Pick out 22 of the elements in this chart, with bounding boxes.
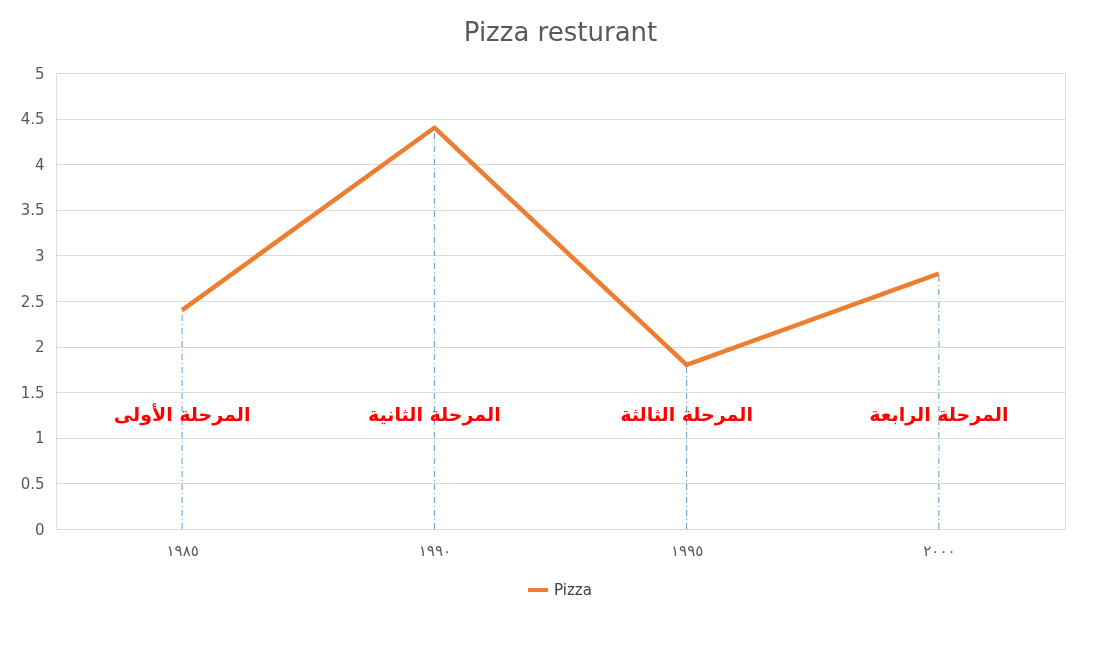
legend-label: Pizza [554,581,592,599]
x-tick-label: ١٩٩٥ [671,541,704,560]
y-tick-label: 1.5 [20,383,45,402]
y-tick-label: 5 [34,64,45,83]
annotation: المرحلة الرابعة [869,403,1009,426]
annotation: المرحلة الثانية [368,403,501,426]
y-tick-label: 1 [34,429,45,448]
x-tick-label: ٢٠٠٠ [923,541,956,560]
y-tick-label: 4 [34,155,45,174]
y-tick-label: 3.5 [20,201,45,220]
y-tick-label: 4.5 [20,110,45,129]
y-tick-label: 2.5 [20,292,45,311]
line-series [179,125,942,368]
annotation: المرحلة الثالثة [620,403,753,426]
x-tick-label: ١٩٩٠ [418,541,451,560]
y-tick-label: 3 [34,246,45,265]
y-tick-label: 0.5 [20,474,45,493]
y-tick-label: 0 [34,520,45,539]
chart-title: Pizza resturant [463,17,658,47]
y-tick-label: 2 [34,338,45,357]
annotation: المرحلة الأولى [113,403,251,426]
x-tick-label: ١٩٨٥ [166,541,199,560]
